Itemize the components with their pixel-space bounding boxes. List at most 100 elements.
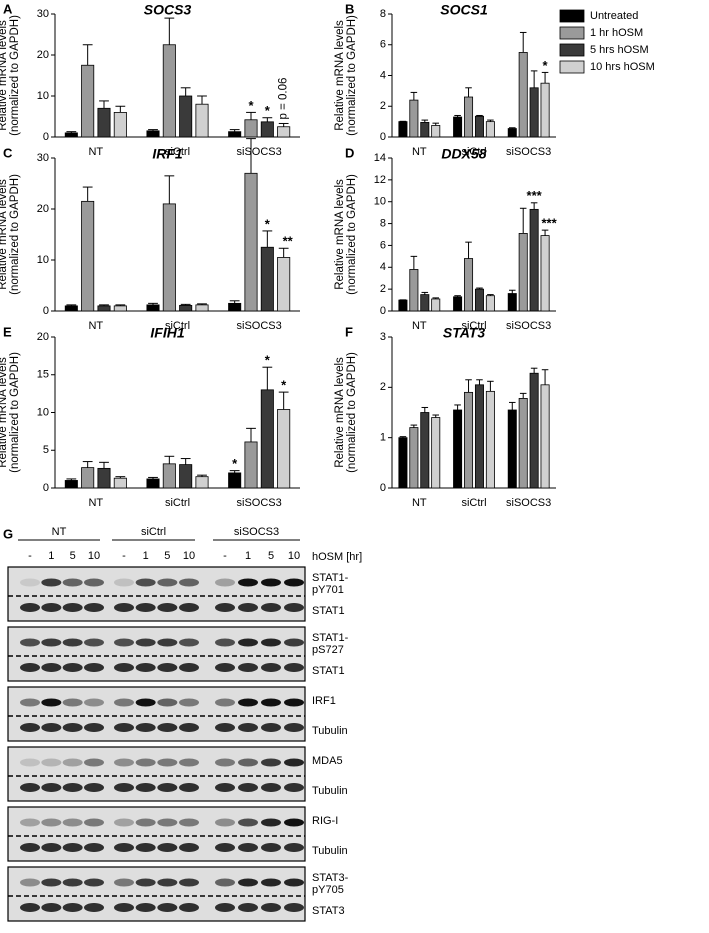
y-tick-label: 2: [380, 381, 386, 393]
band: [62, 818, 83, 827]
band: [20, 758, 40, 767]
blot-label: IRF1: [312, 695, 336, 707]
bar: [464, 258, 474, 312]
band: [179, 758, 199, 767]
blot-label: STAT3-: [312, 872, 349, 884]
panel-label: F: [345, 324, 353, 339]
bar: [244, 172, 258, 312]
y-tick-label: 20: [37, 203, 49, 215]
band: [135, 843, 156, 852]
bar: [113, 305, 127, 312]
group-label: siCtrl: [141, 526, 166, 538]
band: [179, 578, 199, 587]
band: [84, 698, 104, 707]
band: [84, 843, 104, 852]
panel-label: G: [3, 526, 13, 541]
bar: [162, 44, 176, 138]
bar: [244, 119, 258, 138]
annotation: *: [543, 58, 549, 73]
band: [179, 698, 199, 707]
x-tick-label: NT: [88, 497, 103, 509]
legend-label: Untreated: [590, 10, 638, 22]
annotation: p = 0.06: [278, 78, 290, 120]
y-tick-label: 4: [380, 261, 386, 273]
bar: [485, 390, 495, 489]
band: [41, 663, 62, 672]
band: [114, 843, 134, 852]
y-tick-label: 0: [43, 131, 49, 143]
x-tick-label: siSOCS3: [237, 497, 282, 509]
band: [135, 578, 156, 587]
band: [157, 878, 178, 887]
lane-label: 1: [48, 550, 54, 562]
band: [41, 758, 62, 767]
band: [238, 878, 258, 887]
blot-label: pS727: [312, 644, 344, 656]
band: [157, 603, 178, 612]
blot-label: STAT1: [312, 665, 345, 677]
band: [215, 638, 235, 647]
bar: [529, 372, 539, 489]
band: [84, 783, 104, 792]
lane-label: 10: [88, 550, 100, 562]
x-tick-label: siCtrl: [461, 497, 486, 509]
band: [84, 723, 104, 732]
band: [284, 603, 304, 612]
band: [20, 603, 40, 612]
lane-label: 10: [183, 550, 195, 562]
y-tick-label: 0: [43, 305, 49, 317]
bar: [179, 464, 193, 489]
blot-panel: [7, 686, 306, 742]
band: [114, 638, 134, 647]
bar: [518, 233, 528, 312]
band: [157, 638, 178, 647]
bar: [529, 87, 539, 138]
band: [62, 758, 83, 767]
band: [41, 783, 62, 792]
bar: [464, 96, 474, 138]
bar: [474, 115, 484, 138]
band: [261, 903, 281, 912]
x-tick-label: siCtrl: [165, 320, 190, 332]
blot-panel: [7, 566, 306, 622]
x-tick-label: siSOCS3: [506, 320, 551, 332]
band: [84, 878, 104, 887]
legend-swatch: [559, 9, 585, 23]
y-tick-label: 8: [380, 8, 386, 20]
band: [261, 758, 281, 767]
band: [261, 578, 281, 587]
bar: [64, 305, 78, 312]
band: [261, 723, 281, 732]
panel-label: E: [3, 324, 12, 339]
blot-panel: [7, 626, 306, 682]
chart-title: IRF1: [152, 146, 183, 162]
bar: [195, 476, 209, 489]
band: [41, 578, 62, 587]
band: [238, 843, 258, 852]
bar: [146, 130, 160, 138]
bar: [113, 477, 127, 489]
band: [284, 818, 304, 827]
y-tick-label: 1: [380, 432, 386, 444]
bar: [540, 384, 550, 489]
band: [114, 878, 134, 887]
band: [284, 843, 304, 852]
bar: [146, 478, 160, 489]
bar: [195, 304, 209, 312]
bar: [81, 467, 95, 489]
y-tick-label: 10: [37, 90, 49, 102]
band: [261, 878, 281, 887]
blot-panel: [7, 746, 306, 802]
y-axis-label: (normalized to GAPDH): [9, 174, 21, 295]
bar: [518, 398, 528, 489]
blot-label: STAT1-: [312, 632, 349, 644]
band: [261, 603, 281, 612]
y-tick-label: 2: [380, 283, 386, 295]
bar: [81, 64, 95, 138]
blot-label: Tubulin: [312, 845, 348, 857]
blot-label: Tubulin: [312, 785, 348, 797]
legend-label: 10 hrs hOSM: [590, 61, 655, 73]
bar: [540, 82, 550, 138]
x-tick-label: NT: [88, 320, 103, 332]
